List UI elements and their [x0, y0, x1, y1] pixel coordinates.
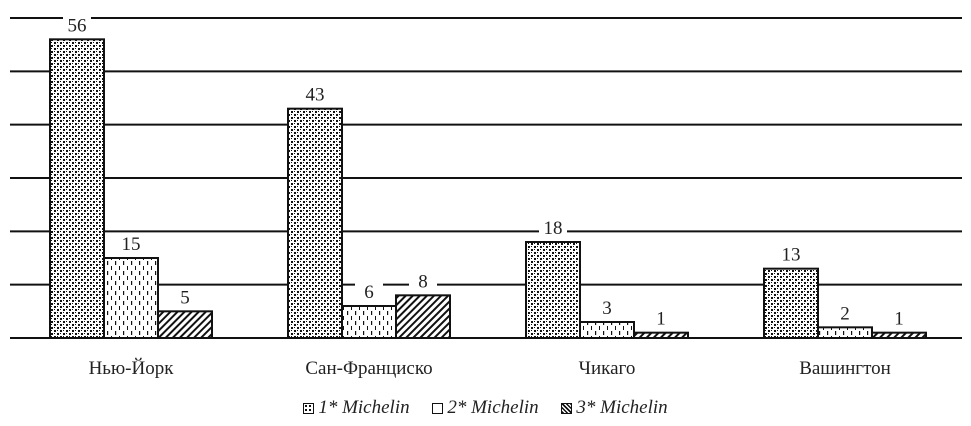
bar-3star-1 — [395, 294, 451, 340]
category-label-1: Сан-Франциско — [305, 358, 432, 379]
data-label-bg — [885, 309, 913, 329]
data-label-3star-3: 1 — [894, 309, 904, 330]
bar-1star-2 — [525, 241, 581, 339]
data-label-bg — [355, 283, 383, 302]
data-label-bg — [777, 245, 805, 265]
legend-label-2star: 2* Michelin — [447, 397, 539, 418]
data-label-3star-1: 8 — [418, 271, 428, 292]
data-label-2star-3: 2 — [840, 303, 850, 324]
legend-swatch-2star — [432, 402, 444, 414]
bar-1star-1 — [287, 107, 343, 339]
category-labels: Нью-Йорк Сан-Франциско Чикаго Вашингтон — [89, 358, 891, 379]
bar-chart: 56 15 5 43 6 8 18 3 1 13 2 1 Нью-Йорк Сан-Франциско Ч… — [10, 15, 962, 379]
bars — [49, 38, 927, 340]
data-label-bg — [301, 85, 329, 105]
bar-2star-2 — [579, 321, 635, 339]
legend: 1* Michelin 2* Michelin 3* Michelin — [0, 397, 971, 420]
data-label-bg — [117, 235, 145, 254]
legend-item-3star: 3* Michelin — [561, 397, 668, 419]
category-label-0: Нью-Йорк — [89, 358, 175, 379]
gridlines — [10, 17, 962, 286]
legend-item-2star: 2* Michelin — [432, 397, 539, 419]
legend-item-1star: 1* Michelin — [303, 397, 410, 419]
bar-2star-1 — [341, 305, 397, 339]
data-label-1star-2: 18 — [544, 218, 563, 239]
data-label-1star-1: 43 — [306, 85, 325, 106]
legend-swatch-3star — [561, 402, 573, 414]
data-label-bg — [63, 16, 91, 36]
data-label-bg — [647, 309, 675, 329]
data-label-1star-0: 56 — [68, 15, 87, 36]
bar-2star-0 — [103, 257, 159, 339]
data-label-bg — [409, 272, 437, 292]
legend-label-3star: 3* Michelin — [576, 397, 668, 418]
data-label-bg — [539, 219, 567, 238]
data-label-bg — [171, 288, 199, 308]
legend-swatch-1star — [303, 402, 315, 414]
bar-3star-0 — [157, 310, 213, 340]
data-label-1star-3: 13 — [782, 245, 801, 266]
bar-1star-3 — [763, 267, 819, 339]
category-label-2: Чикаго — [579, 358, 636, 379]
bar-1star-0 — [49, 38, 105, 339]
data-label-bg — [593, 299, 621, 318]
data-label-2star-2: 3 — [602, 298, 612, 319]
data-label-3star-2: 1 — [656, 309, 666, 330]
category-label-3: Вашингтон — [799, 358, 891, 379]
data-label-2star-1: 6 — [364, 282, 374, 303]
data-labels: 56 15 5 43 6 8 18 3 1 13 2 1 — [63, 15, 913, 330]
data-label-2star-0: 15 — [122, 234, 141, 255]
data-label-bg — [831, 304, 859, 324]
data-label-3star-0: 5 — [180, 287, 190, 308]
legend-label-1star: 1* Michelin — [318, 397, 410, 418]
bar-2star-3 — [817, 326, 873, 340]
